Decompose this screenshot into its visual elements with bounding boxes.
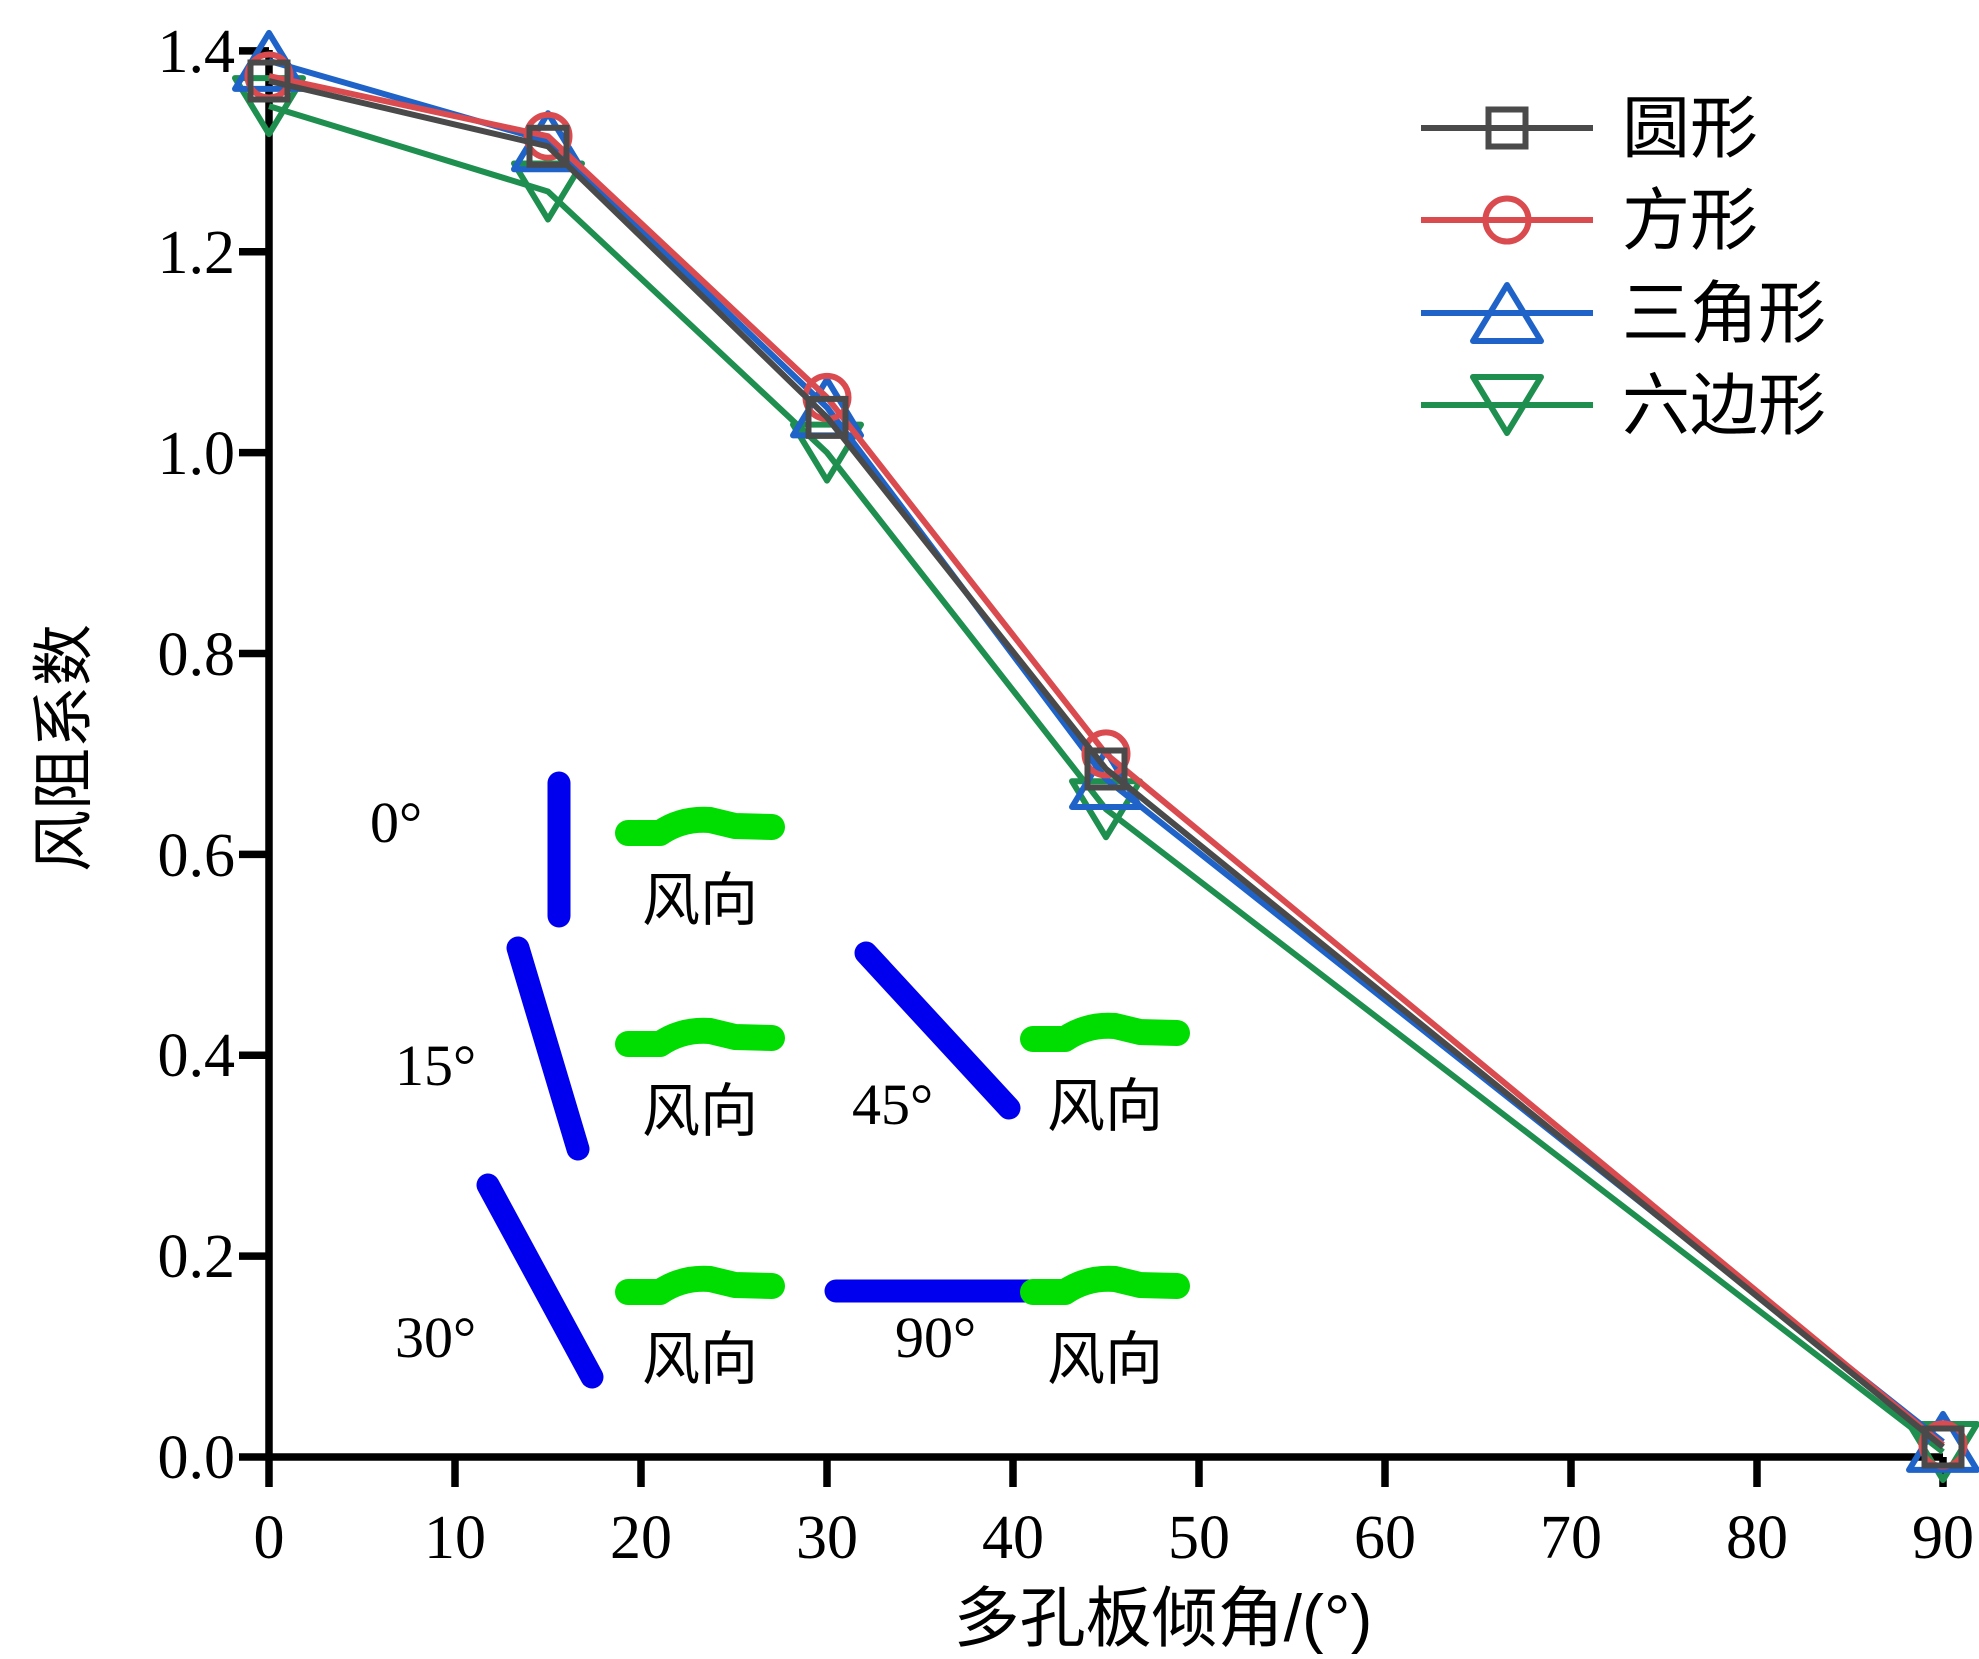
- svg-text:90°: 90°: [895, 1305, 976, 1370]
- svg-text:1.4: 1.4: [158, 18, 236, 86]
- svg-text:10: 10: [424, 1504, 486, 1572]
- svg-text:20: 20: [610, 1504, 672, 1572]
- svg-text:0.2: 0.2: [158, 1223, 236, 1291]
- svg-text:90: 90: [1912, 1504, 1974, 1572]
- svg-text:1.2: 1.2: [158, 219, 236, 287]
- svg-text:0.6: 0.6: [158, 822, 236, 890]
- svg-text:0°: 0°: [370, 790, 422, 855]
- svg-text:30: 30: [796, 1504, 858, 1572]
- svg-text:50: 50: [1168, 1504, 1230, 1572]
- svg-text:多孔板倾角/(°): 多孔板倾角/(°): [954, 1581, 1373, 1654]
- svg-text:70: 70: [1540, 1504, 1602, 1572]
- svg-text:1.0: 1.0: [158, 420, 236, 488]
- svg-text:0: 0: [254, 1504, 285, 1572]
- svg-text:0.0: 0.0: [158, 1424, 236, 1492]
- svg-text:方形: 方形: [1622, 183, 1758, 259]
- svg-text:60: 60: [1354, 1504, 1416, 1572]
- svg-text:15°: 15°: [395, 1033, 476, 1098]
- svg-text:风阻系数: 风阻系数: [30, 624, 99, 872]
- svg-text:风向: 风向: [642, 1079, 758, 1144]
- svg-text:风向: 风向: [642, 868, 758, 933]
- svg-text:45°: 45°: [852, 1072, 933, 1137]
- svg-text:风向: 风向: [642, 1327, 758, 1392]
- svg-text:风向: 风向: [1047, 1327, 1163, 1392]
- svg-text:0.4: 0.4: [158, 1022, 236, 1090]
- svg-text:0.8: 0.8: [158, 621, 236, 689]
- svg-text:圆形: 圆形: [1622, 91, 1758, 167]
- svg-text:80: 80: [1726, 1504, 1788, 1572]
- svg-text:风向: 风向: [1047, 1074, 1163, 1139]
- svg-text:40: 40: [982, 1504, 1044, 1572]
- svg-text:六边形: 六边形: [1622, 368, 1826, 444]
- svg-text:三角形: 三角形: [1622, 276, 1826, 352]
- svg-text:30°: 30°: [395, 1305, 476, 1370]
